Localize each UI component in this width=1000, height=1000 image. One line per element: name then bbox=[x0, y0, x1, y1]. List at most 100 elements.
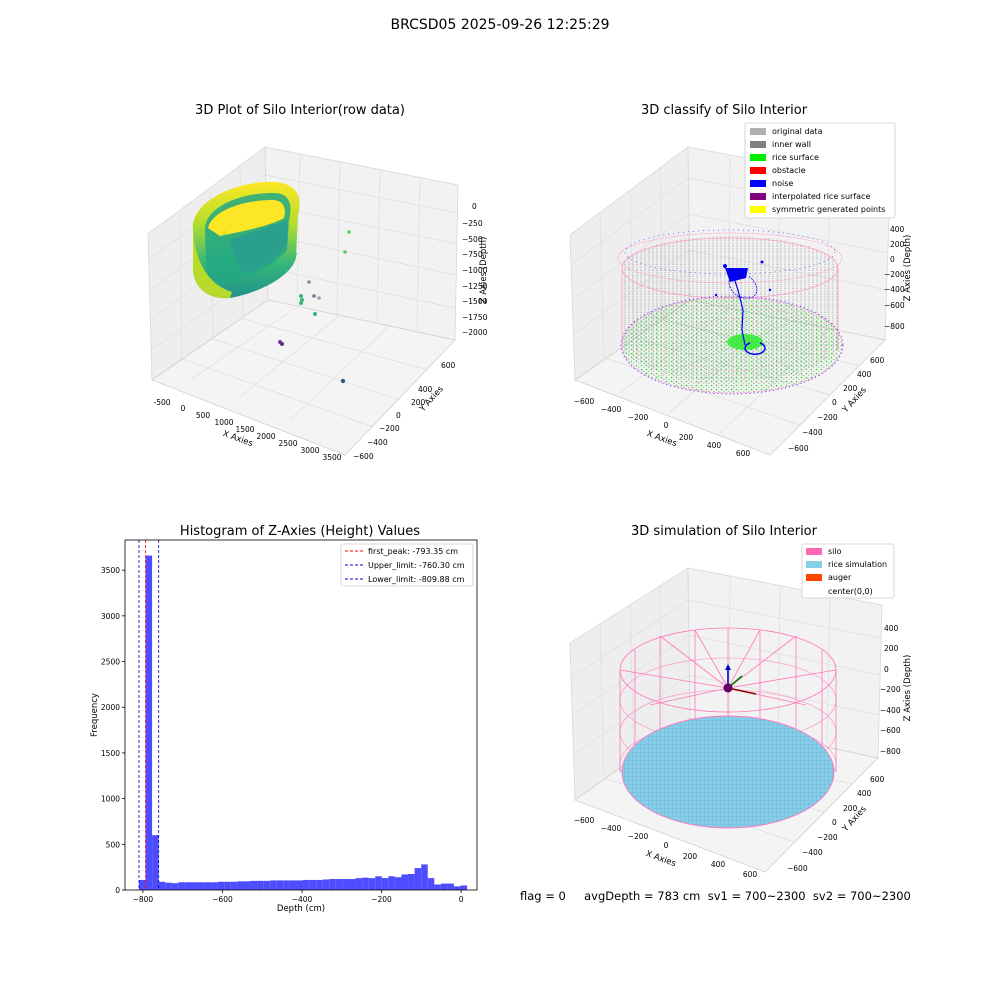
legend-label: obstacle bbox=[772, 166, 806, 175]
histogram-bar bbox=[329, 879, 336, 890]
y-tick-label: 2000 bbox=[101, 703, 120, 712]
z-tick: −2000 bbox=[462, 328, 488, 337]
outlier-points bbox=[223, 230, 351, 384]
z-tick: 0 bbox=[884, 665, 889, 674]
z-tick: 200 bbox=[884, 644, 899, 653]
x-axis-label: Depth (cm) bbox=[277, 904, 325, 914]
x-tick: −200 bbox=[628, 413, 649, 422]
raw-3d-plot: -500 0 500 1000 1500 2000 2500 3000 3500… bbox=[147, 146, 489, 462]
histogram-bar bbox=[368, 878, 376, 890]
y-tick-label: 0 bbox=[115, 886, 120, 895]
z-tick: −1000 bbox=[462, 266, 488, 275]
sim-x-tick-labels: −600 −400 −200 0 200 400 600 bbox=[574, 816, 758, 879]
x-tick: 600 bbox=[743, 870, 758, 879]
sim-x-axis-label: X Axies bbox=[644, 849, 677, 869]
z-tick: 0 bbox=[890, 255, 895, 264]
histogram-bar bbox=[355, 878, 363, 890]
legend-label: rice surface bbox=[772, 153, 819, 162]
y-tick-label: 3500 bbox=[101, 566, 120, 575]
z-tick: −400 bbox=[884, 285, 905, 294]
z-tick: 400 bbox=[890, 225, 905, 234]
center-axes-marker bbox=[723, 664, 757, 695]
histogram-bar bbox=[460, 885, 468, 890]
legend-swatch bbox=[806, 574, 822, 581]
y-tick: 400 bbox=[857, 789, 872, 798]
y-tick: −200 bbox=[817, 833, 838, 842]
histogram-bar bbox=[237, 881, 244, 890]
y-axis-label: Frequency bbox=[90, 693, 100, 737]
histogram-bar bbox=[158, 881, 166, 890]
legend-label: noise bbox=[772, 179, 793, 188]
status-line: flag = 0 avgDepth = 783 cm sv1 = 700~230… bbox=[520, 889, 911, 903]
x-tick: 1000 bbox=[214, 418, 233, 427]
legend-label: Lower_limit: -809.88 cm bbox=[368, 575, 465, 584]
z-tick: −500 bbox=[462, 235, 483, 244]
sim-z-tick-labels: 400 200 0 −200 −400 −600 −800 bbox=[880, 624, 901, 756]
histogram-bar bbox=[270, 880, 277, 890]
x-tick: 600 bbox=[736, 449, 751, 458]
histogram-bar bbox=[348, 879, 356, 890]
x-tick: 400 bbox=[707, 441, 722, 450]
histogram-bar bbox=[401, 874, 409, 890]
histogram-bar bbox=[217, 881, 225, 890]
histogram-bar bbox=[283, 880, 290, 890]
x-tick: 2000 bbox=[256, 432, 275, 441]
histogram-bar bbox=[138, 879, 146, 890]
histogram-bar bbox=[230, 881, 238, 890]
classify-y-tick-labels: 600 400 200 0 −200 −400 −600 bbox=[788, 356, 885, 453]
legend-label: Upper_limit: -760.30 cm bbox=[368, 561, 465, 570]
z-tick: 400 bbox=[884, 624, 899, 633]
z-tick: −750 bbox=[462, 250, 483, 259]
histogram-bar bbox=[408, 874, 415, 890]
histogram-bar bbox=[394, 877, 402, 890]
histogram-bar bbox=[276, 880, 284, 890]
x-tick: −600 bbox=[574, 816, 595, 825]
legend-swatch bbox=[750, 206, 766, 213]
histogram-bar bbox=[309, 879, 317, 890]
rice-surface-points bbox=[621, 296, 843, 394]
histogram-bar bbox=[414, 868, 422, 890]
legend-label: rice simulation bbox=[828, 560, 887, 569]
classify-legend: original data inner wall rice surface ob… bbox=[744, 122, 896, 219]
histogram-bar bbox=[198, 882, 205, 890]
y-tick-label: 3000 bbox=[101, 612, 120, 621]
simulation-3d-plot: silo rice simulation auger center(0,0) −… bbox=[569, 543, 913, 879]
x-tick: 1500 bbox=[235, 425, 254, 434]
histogram-bar bbox=[171, 883, 179, 890]
legend-label: inner wall bbox=[772, 140, 811, 149]
histogram-bar bbox=[178, 882, 185, 890]
legend-label: original data bbox=[772, 127, 823, 136]
y-tick-label: 1000 bbox=[101, 795, 120, 804]
z-tick: −600 bbox=[880, 726, 901, 735]
histogram-bar bbox=[257, 880, 264, 890]
histogram-bar bbox=[191, 882, 199, 890]
histogram-bar bbox=[211, 882, 218, 890]
x-tick: 200 bbox=[679, 433, 694, 442]
histogram-bar bbox=[388, 876, 395, 890]
x-tick: −400 bbox=[601, 824, 622, 833]
z-tick: −200 bbox=[884, 270, 905, 279]
legend-swatch bbox=[750, 141, 766, 148]
y-tick: −200 bbox=[379, 424, 400, 433]
y-tick: 200 bbox=[843, 384, 858, 393]
classify-z-tick-labels: 400 200 0 −200 −400 −600 −800 bbox=[884, 225, 905, 331]
histogram-bar bbox=[250, 880, 258, 890]
x-tick-label: −600 bbox=[212, 895, 233, 904]
floor-pane bbox=[151, 299, 456, 456]
classify-x-tick-labels: −600 −400 −200 0 200 400 600 bbox=[574, 397, 751, 458]
legend-label: silo bbox=[828, 547, 842, 556]
histogram-bar bbox=[296, 880, 304, 890]
histogram-bar bbox=[381, 878, 389, 890]
simulation-legend: silo rice simulation auger center(0,0) bbox=[801, 543, 895, 599]
z-tick: −600 bbox=[884, 301, 905, 310]
y-tick: 600 bbox=[441, 361, 456, 370]
silo-point-cloud bbox=[192, 181, 300, 299]
legend-label: first_peak: -793.35 cm bbox=[368, 547, 458, 556]
classify-3d-plot: original data inner wall rice surface ob… bbox=[569, 122, 913, 458]
x-tick: 3000 bbox=[300, 446, 319, 455]
histogram-chart: −800 −600 −400 −200 0 0 500 1000 1500 2000 2500 30… bbox=[90, 539, 478, 914]
z-tick: −1750 bbox=[462, 313, 488, 322]
histogram-bar bbox=[421, 864, 428, 890]
histogram-bar bbox=[243, 881, 251, 890]
y-tick: 200 bbox=[411, 398, 426, 407]
